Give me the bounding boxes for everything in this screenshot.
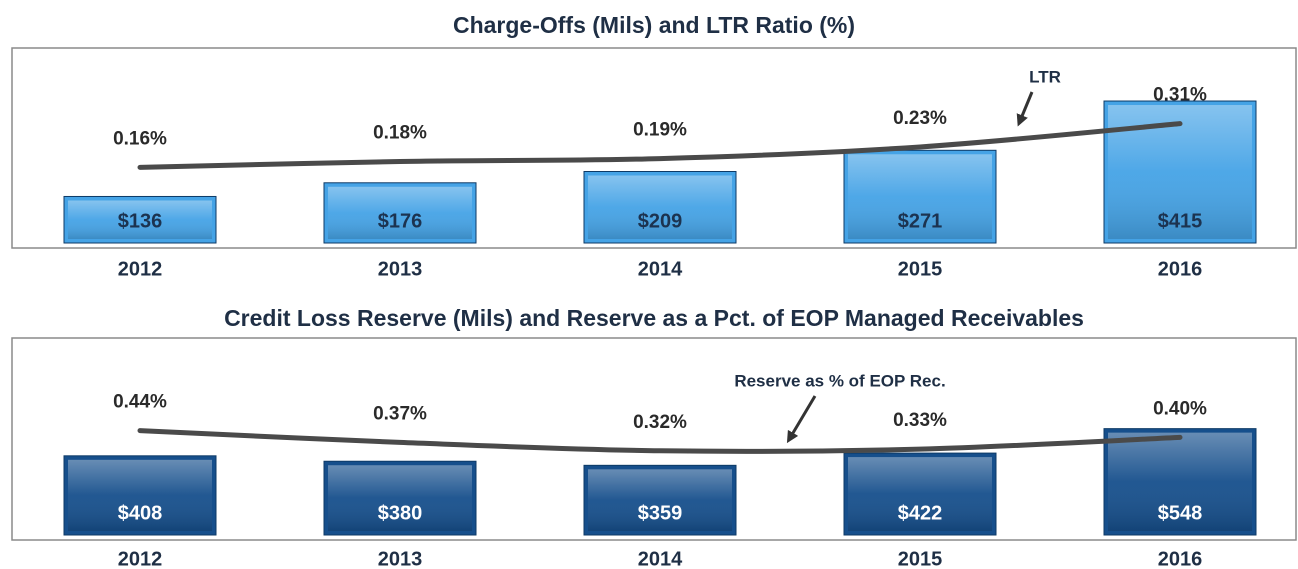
line-value-label: 0.44% [113, 392, 167, 413]
line-value-label: 0.23% [893, 108, 947, 129]
line-value-label: 0.19% [633, 120, 687, 141]
bar-value-label: $380 [378, 502, 423, 524]
line-value-label: 0.16% [113, 128, 167, 149]
chart-title: Charge-Offs (Mils) and LTR Ratio (%) [453, 12, 855, 38]
line-value-label: 0.32% [633, 412, 687, 433]
annotation-arrow [786, 395, 817, 444]
bar-value-label: $548 [1158, 502, 1203, 524]
annotation: LTR [1029, 67, 1061, 86]
bar-value-label: $209 [638, 210, 683, 232]
annotation: Reserve as % of EOP Rec. [734, 371, 945, 390]
x-tick-label: 2016 [1158, 258, 1203, 280]
bar-value-label: $422 [898, 502, 943, 524]
bar-value-label: $408 [118, 502, 163, 524]
line-value-label: 0.33% [893, 410, 947, 431]
x-tick-label: 2014 [638, 258, 683, 280]
line-value-label: 0.18% [373, 123, 427, 144]
bar [583, 464, 737, 536]
bar-value-label: $415 [1158, 210, 1203, 232]
bar-value-label: $176 [378, 210, 423, 232]
bar-value-label: $136 [118, 210, 163, 232]
x-tick-label: 2014 [638, 548, 683, 569]
plot-frame [11, 337, 1297, 541]
bar-value-label: $271 [898, 210, 943, 232]
line-value-label: 0.40% [1153, 398, 1207, 419]
x-tick-label: 2015 [898, 258, 943, 280]
annotation-arrow [1016, 91, 1034, 127]
x-tick-label: 2013 [378, 258, 423, 280]
x-tick-label: 2015 [898, 548, 943, 569]
line-value-label: 0.37% [373, 403, 427, 424]
x-tick-label: 2012 [118, 548, 163, 569]
x-tick-label: 2012 [118, 258, 163, 280]
x-tick-label: 2013 [378, 548, 423, 569]
bar-value-label: $359 [638, 502, 683, 524]
chart-title: Credit Loss Reserve (Mils) and Reserve a… [224, 305, 1084, 331]
x-tick-label: 2016 [1158, 548, 1203, 569]
plot-frame [11, 47, 1297, 249]
ratio-line [137, 121, 1183, 170]
ratio-line [137, 428, 1183, 454]
line-value-label: 0.31% [1153, 85, 1207, 106]
